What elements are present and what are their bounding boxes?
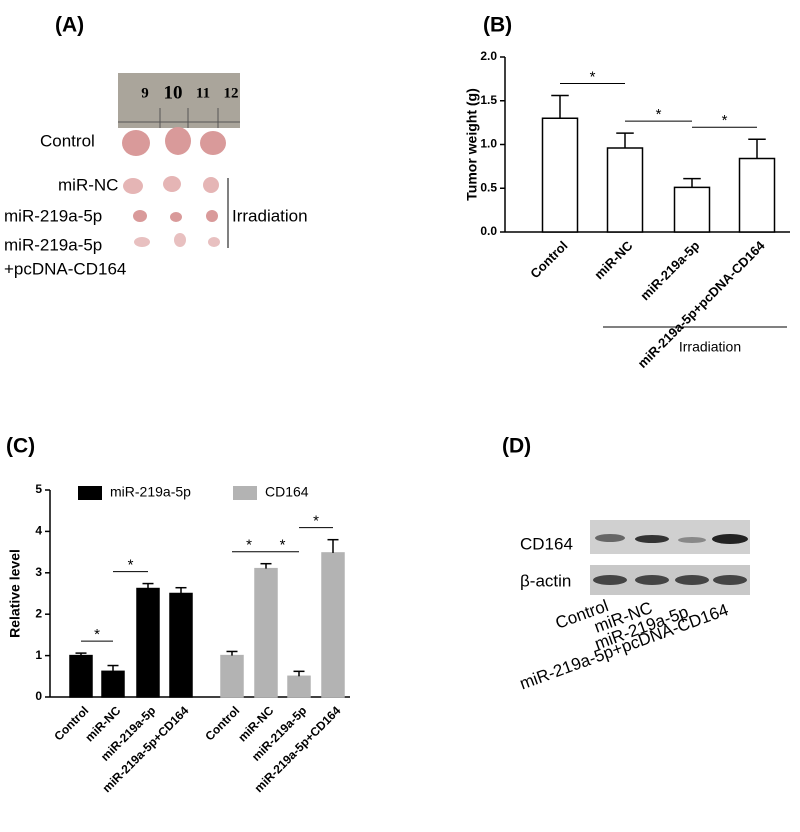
panel-label: (A) <box>55 14 84 37</box>
bar <box>673 186 711 233</box>
y-tick-label: 1.5 <box>480 93 497 107</box>
legend-swatch <box>233 486 257 500</box>
x-tick-label: Control <box>202 703 242 743</box>
row-label: +pcDNA-CD164 <box>4 259 126 278</box>
panel-label: (B) <box>483 14 512 37</box>
row-label: Control <box>40 131 95 150</box>
bar <box>169 592 193 698</box>
y-axis-title: Tumor weight (g) <box>464 88 480 201</box>
legend-label: miR-219a-5p <box>110 484 191 500</box>
ruler-number: 11 <box>196 85 210 101</box>
bar <box>738 157 776 233</box>
group-label: Irradiation <box>679 339 741 355</box>
significance-label: * <box>280 537 286 554</box>
ruler-number: 9 <box>141 85 149 101</box>
ruler-number: 12 <box>224 85 239 101</box>
bar <box>541 117 579 233</box>
bar <box>69 654 93 698</box>
significance-label: * <box>128 557 134 574</box>
y-tick-label: 1 <box>35 648 42 662</box>
panel-d: (D) CD164 β-actin Control miR-NC miR-219… <box>502 435 750 693</box>
panel-label: (D) <box>502 435 531 458</box>
panel-a: (A) 9 10 11 12 Control miR-NC miR-219a-5… <box>4 14 308 279</box>
y-tick-label: 0.5 <box>480 180 497 194</box>
significance-label: * <box>246 537 252 554</box>
bar <box>321 552 345 698</box>
y-tick-label: 2.0 <box>480 49 497 63</box>
y-axis-title: Relative level <box>7 549 23 638</box>
bar <box>220 654 244 698</box>
y-tick-label: 1.0 <box>480 137 497 151</box>
bar <box>101 670 125 698</box>
significance-label: * <box>656 106 662 123</box>
y-tick-label: 0 <box>35 689 42 703</box>
ruler-number: 10 <box>164 82 183 103</box>
band-label: CD164 <box>520 534 573 553</box>
bar <box>136 587 160 698</box>
row-label: miR-219a-5p <box>4 235 102 254</box>
group-label: Irradiation <box>232 206 308 225</box>
significance-label: * <box>722 112 728 129</box>
y-tick-label: 5 <box>35 482 42 496</box>
significance-label: * <box>94 626 100 643</box>
panel-label: (C) <box>6 435 35 458</box>
row-label: miR-NC <box>58 175 118 194</box>
bar <box>254 567 278 698</box>
legend-label: CD164 <box>265 484 309 500</box>
ruler <box>118 73 240 128</box>
y-tick-label: 0.0 <box>480 224 497 238</box>
x-tick-label: Control <box>527 238 570 281</box>
band-label: β-actin <box>520 571 571 590</box>
bands <box>593 534 748 585</box>
bar <box>287 675 311 698</box>
x-tick-label: miR-219a-5p <box>637 238 702 303</box>
significance-label: * <box>590 68 596 85</box>
y-tick-label: 4 <box>35 524 42 538</box>
y-tick-label: 3 <box>35 565 42 579</box>
x-tick-label: miR-NC <box>591 238 636 283</box>
tumors <box>122 127 226 247</box>
legend-swatch <box>78 486 102 500</box>
row-label: miR-219a-5p <box>4 206 102 225</box>
significance-label: * <box>313 513 319 530</box>
y-tick-label: 2 <box>35 606 42 620</box>
bar <box>606 147 644 233</box>
